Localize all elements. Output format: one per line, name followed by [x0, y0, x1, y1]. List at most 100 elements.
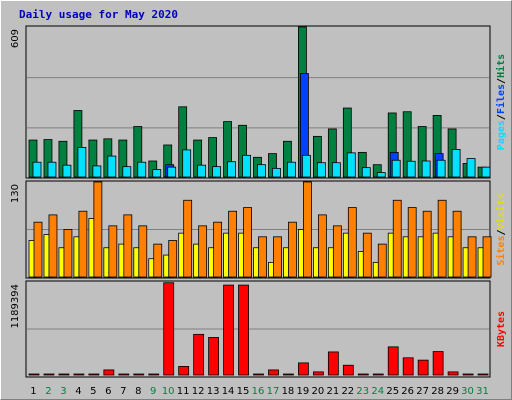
kbytes-bar — [357, 373, 369, 376]
visits-bar — [422, 210, 432, 278]
pages-bar — [287, 161, 296, 178]
pages-bar — [122, 166, 132, 178]
kbytes-bar — [477, 373, 489, 376]
pages-bar — [47, 161, 57, 178]
kbytes-bar — [28, 373, 40, 376]
pages-bar — [466, 158, 476, 178]
pages-bar — [92, 165, 102, 178]
visits-bar — [467, 236, 477, 278]
kbytes-bar — [298, 362, 309, 376]
kbytes-bar — [148, 373, 160, 376]
visits-bar — [123, 214, 133, 278]
day-label: 18 — [282, 386, 295, 397]
pages-bar — [272, 167, 281, 178]
visits-bar — [153, 243, 163, 278]
legend-pages: Pages — [496, 120, 507, 150]
day-label: 19 — [297, 386, 310, 397]
kbytes-bar — [447, 371, 459, 376]
pages-bar — [346, 152, 356, 178]
day-label: 28 — [431, 386, 444, 397]
pages-bar — [436, 159, 446, 178]
kbytes-bar — [163, 282, 175, 376]
max-label: 1189394 — [10, 284, 21, 329]
kbytes-bar — [193, 333, 205, 376]
kbytes-bar — [327, 351, 339, 376]
day-label: 25 — [386, 386, 399, 397]
kbytes-bar — [253, 373, 264, 376]
legend-visits-sites: Sites/Visits — [495, 193, 507, 265]
day-label: 4 — [75, 386, 81, 397]
pages-bar — [302, 154, 311, 178]
visits-bar — [452, 210, 462, 278]
kbytes-bar — [283, 373, 294, 376]
day-label: 27 — [416, 386, 429, 397]
pages-bar — [137, 161, 147, 178]
pages-bar — [167, 166, 177, 178]
legend-kbytes: KBytes — [496, 311, 507, 347]
legend-separator: / — [496, 114, 507, 120]
day-label: 6 — [105, 386, 111, 397]
kbytes-bar — [133, 373, 145, 376]
visits-bar — [303, 181, 312, 278]
day-label: 1 — [30, 386, 36, 397]
kbytes-bar — [432, 351, 444, 376]
legend-kbytes: KBytes — [496, 311, 507, 347]
kbytes-bar — [58, 373, 70, 376]
day-label: 14 — [222, 386, 235, 397]
visits-bar — [198, 225, 208, 278]
pages-bar — [361, 167, 371, 178]
pages-bar — [481, 166, 491, 178]
day-label: 30 — [461, 386, 474, 397]
max-label: 609 — [10, 29, 21, 48]
pages-bar — [107, 155, 117, 178]
visits-bar — [243, 207, 252, 278]
pages-bar — [227, 161, 236, 178]
visits-bar — [258, 236, 267, 278]
day-label: 15 — [237, 386, 250, 397]
pages-bar — [77, 147, 87, 178]
legend-visits: Visits — [495, 193, 507, 229]
kbytes-bar — [372, 373, 384, 376]
visits-bar — [273, 236, 282, 278]
kbytes-bar — [208, 337, 220, 376]
day-label: 2 — [45, 386, 51, 397]
pages-bar — [391, 159, 401, 178]
kbytes-bar — [402, 357, 414, 376]
day-label: 24 — [371, 386, 384, 397]
day-label: 16 — [252, 386, 265, 397]
pages-bar — [331, 162, 341, 178]
day-label: 3 — [60, 386, 66, 397]
day-label: 10 — [162, 386, 175, 397]
visits-bar — [168, 240, 178, 278]
legend-files: Files — [495, 84, 507, 114]
visits-bar — [183, 199, 193, 278]
pages-bar — [257, 164, 266, 178]
legend-separator: / — [496, 78, 507, 84]
legend-hits-files-pages: Pages/Files/Hits — [495, 54, 507, 150]
pages-bar — [212, 166, 222, 178]
legend-hits: Hits — [495, 54, 507, 78]
visits-bar — [377, 243, 387, 278]
visits-bar — [33, 221, 43, 278]
kbytes-bar — [73, 373, 85, 376]
visits-bar — [317, 214, 327, 278]
visits-bar — [392, 199, 402, 278]
day-label: 22 — [341, 386, 354, 397]
pages-bar — [421, 160, 431, 178]
pages-bar — [316, 162, 326, 178]
kbytes-bar — [178, 365, 190, 376]
day-label: 12 — [192, 386, 205, 397]
kbytes-bar — [342, 364, 354, 376]
kbytes-bar — [387, 346, 399, 376]
kbytes-bar — [43, 373, 55, 376]
visits-bar — [407, 207, 417, 278]
pages-bar — [451, 149, 461, 178]
day-label: 8 — [135, 386, 141, 397]
kbytes-bar — [118, 373, 130, 376]
visits-bar — [437, 199, 447, 278]
visits-bar — [213, 221, 223, 278]
visits-bar — [48, 214, 58, 278]
day-label: 17 — [267, 386, 280, 397]
